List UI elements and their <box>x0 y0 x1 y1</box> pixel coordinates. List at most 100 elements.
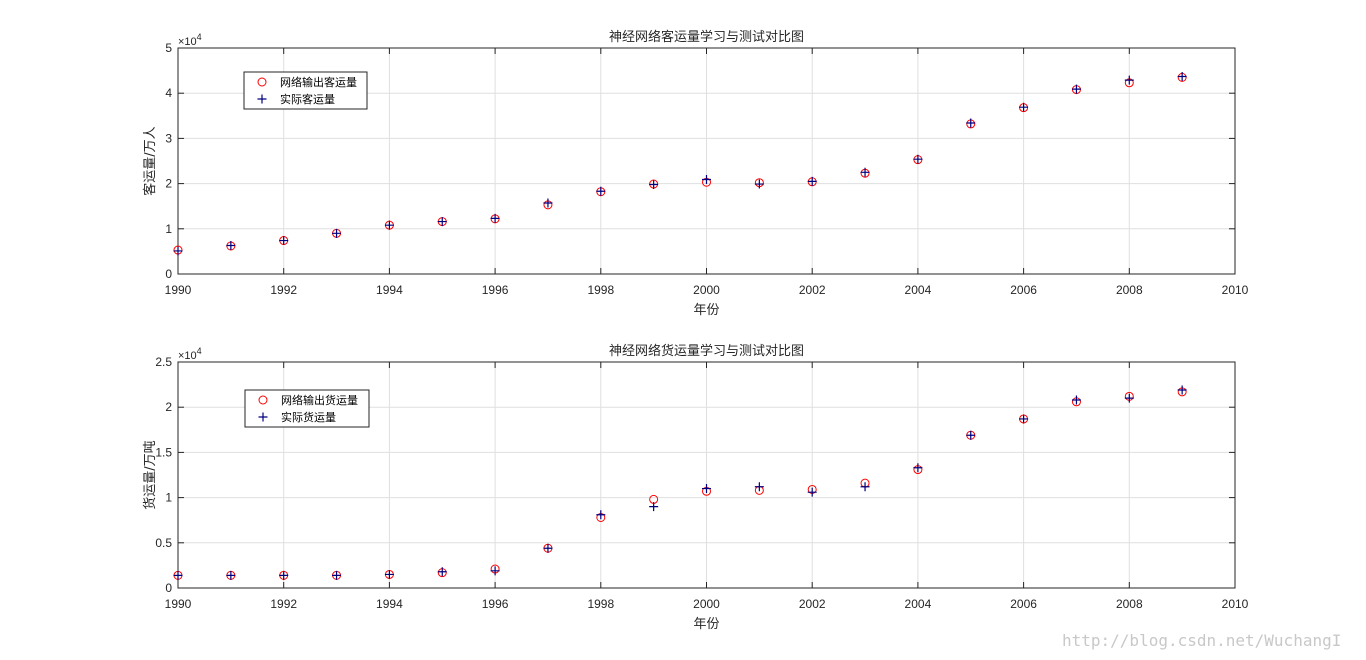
chart2-point-plus <box>913 463 923 473</box>
chart2-point-plus <box>966 430 976 440</box>
chart1-point-plus <box>913 154 923 164</box>
chart2-point-plus <box>596 510 606 520</box>
chart1-xtick-label: 2004 <box>905 283 932 297</box>
chart2-xtick-label: 2002 <box>799 597 826 611</box>
chart2-point-plus <box>1124 393 1134 403</box>
chart2-ytick-label: 2.5 <box>155 355 172 369</box>
chart2-point-plus <box>173 570 183 580</box>
chart2-xtick-label: 2004 <box>905 597 932 611</box>
chart1-point-plus <box>649 180 659 190</box>
chart1-point-plus <box>490 213 500 223</box>
chart2-point-plus <box>702 484 711 494</box>
chart2-point-plus <box>860 482 870 492</box>
chart1-legend-marker-circle <box>257 77 267 87</box>
chart1-xtick-label: 1996 <box>482 283 509 297</box>
chart2-point-plus <box>490 566 500 576</box>
chart2-point-plus <box>279 570 289 580</box>
watermark: http://blog.csdn.net/WuchangI <box>1062 631 1341 650</box>
chart1-ylabel: 客运量/万人 <box>142 126 158 195</box>
chart1-point-plus <box>332 228 342 238</box>
chart2-xtick-label: 1998 <box>587 597 614 611</box>
chart1-point-plus <box>1124 75 1134 85</box>
chart2-point-plus <box>226 570 236 580</box>
chart1-legend-label: 实际客运量 <box>280 92 335 106</box>
chart2-xtick-label: 1996 <box>482 597 509 611</box>
chart1: 1990 1992 1994 1996 1998 2000 2002 2004 2006 2008… <box>142 29 1249 318</box>
chart2-title: 神经网络货运量学习与测试对比图 <box>609 343 804 359</box>
chart1-xtick-label: 2002 <box>799 283 826 297</box>
chart1-point-plus <box>754 179 764 189</box>
chart2-legend-marker-plus <box>258 412 268 422</box>
chart1-legend-box <box>243 71 368 110</box>
chart2-point-plus <box>1019 414 1029 424</box>
chart2-xtick-label: 2000 <box>693 597 720 611</box>
chart2-point-plus <box>332 570 342 580</box>
chart1-point-plus <box>173 246 183 256</box>
chart1-ytick-label: 1 <box>165 222 172 236</box>
chart1-point-plus <box>1071 84 1081 94</box>
chart1-point-plus <box>279 236 289 246</box>
chart1-legend-label: 网络输出客运量 <box>280 75 357 89</box>
chart2-xtick-label: 1994 <box>376 597 403 611</box>
chart2-ytick-label: 1 <box>165 491 172 505</box>
chart2-ytick-label: 2 <box>165 400 172 414</box>
chart2-xtick-label: 2006 <box>1010 597 1037 611</box>
chart2-series-2 <box>173 385 1187 580</box>
chart1-point-plus <box>384 220 394 230</box>
chart2: 1990 1992 1994 1996 1998 2000 2002 2004 2006 2008… <box>142 343 1249 632</box>
chart2-legend-box <box>244 389 370 428</box>
chart1-ytick-label: 4 <box>165 86 172 100</box>
chart1-point-plus <box>1177 71 1187 81</box>
chart1-point-plus <box>596 186 606 196</box>
chart1-xtick-label: 1992 <box>270 283 297 297</box>
chart1-ytick-label: 0 <box>165 267 172 281</box>
chart2-xtick-label: 1990 <box>165 597 192 611</box>
chart1-title: 神经网络客运量学习与测试对比图 <box>609 29 804 45</box>
chart2-point-plus <box>437 567 447 577</box>
chart2-exponent-label: ×104 <box>178 346 202 362</box>
chart1-xtick-label: 2006 <box>1010 283 1037 297</box>
chart2-ylabel: 货运量/万吨 <box>142 440 158 509</box>
chart1-point-plus <box>543 198 553 208</box>
chart2-point-plus <box>1177 385 1187 395</box>
chart1-xtick-label: 1990 <box>165 283 192 297</box>
chart1-ytick-label: 3 <box>165 131 172 145</box>
chart2-point-plus <box>1071 395 1081 405</box>
chart2-ytick-label: 0.5 <box>155 536 172 550</box>
chart2-legend-label: 实际货运量 <box>281 410 336 424</box>
chart2-xtick-label: 1992 <box>270 597 297 611</box>
chart1-ytick-label: 2 <box>165 177 172 191</box>
chart2-legend-marker-circle <box>258 395 268 405</box>
chart1-xtick-label: 2008 <box>1116 283 1143 297</box>
chart1-point-plus <box>702 175 711 185</box>
chart1-point-plus <box>226 241 236 251</box>
chart2-ytick-label: 0 <box>165 581 172 595</box>
chart1-xtick-label: 1994 <box>376 283 403 297</box>
chart1-point-plus <box>860 167 870 177</box>
chart1-xtick-label: 1998 <box>587 283 614 297</box>
chart2-point-plus <box>807 487 817 497</box>
chart1-xlabel: 年份 <box>693 303 719 318</box>
chart1-xtick-label: 2000 <box>693 283 720 297</box>
chart1-ytick-label: 5 <box>165 41 172 55</box>
chart2-xtick-label: 2010 <box>1222 597 1249 611</box>
chart1-exponent-label: ×104 <box>178 32 202 48</box>
chart2-ytick-label: 1.5 <box>155 445 172 459</box>
chart1-legend-marker-plus <box>257 94 267 104</box>
chart1-point-plus <box>1019 102 1029 112</box>
chart1-xtick-label: 2010 <box>1222 283 1249 297</box>
chart2-xlabel: 年份 <box>693 617 719 632</box>
chart1-point-plus <box>807 176 817 186</box>
chart2-point-plus <box>384 569 394 579</box>
chart2-point-plus <box>754 482 764 492</box>
chart2-point-plus <box>649 502 659 512</box>
chart1-point-plus <box>966 118 976 128</box>
chart1-series-2 <box>173 71 1187 256</box>
chart2-point-plus <box>543 543 553 553</box>
chart2-xtick-label: 2008 <box>1116 597 1143 611</box>
chart2-legend-label: 网络输出货运量 <box>281 393 358 407</box>
chart1-point-plus <box>437 217 447 227</box>
